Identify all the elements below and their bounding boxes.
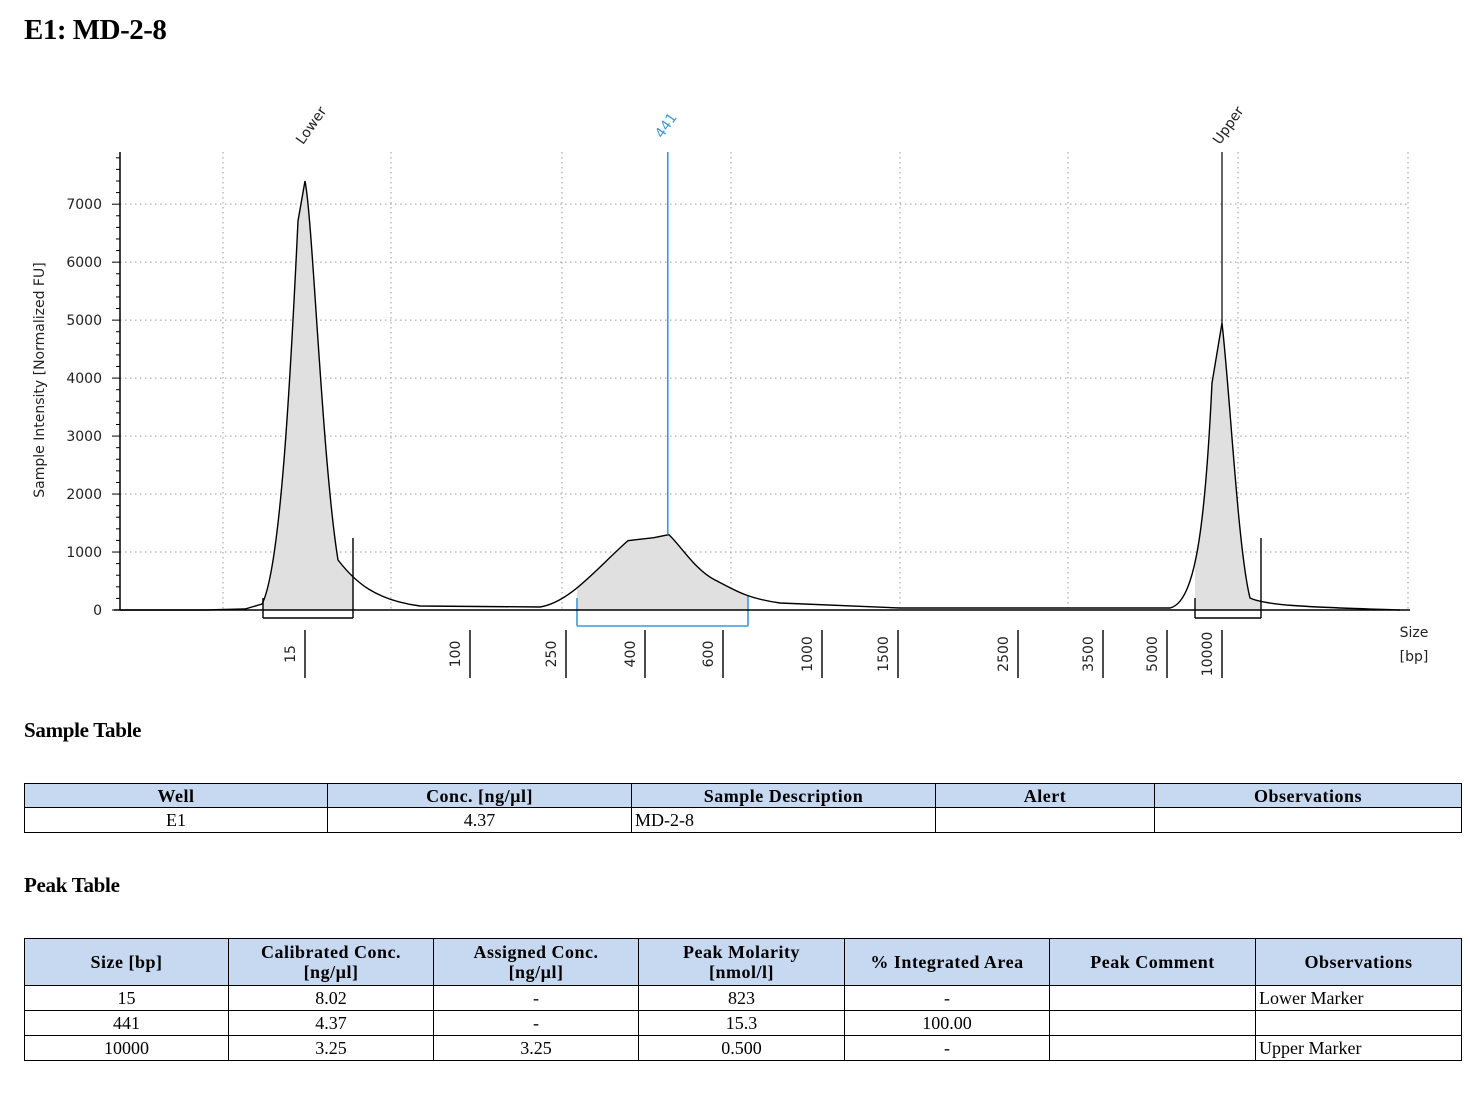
- cell-calibrated-conc: 3.25: [228, 1035, 434, 1061]
- peak-label: 441: [652, 110, 680, 141]
- cell-assigned-conc: -: [433, 985, 639, 1011]
- x-tick-label: 1000: [800, 636, 816, 672]
- cell-calibrated-conc: 4.37: [228, 1010, 434, 1036]
- cell-peak-molarity: 15.3: [638, 1010, 845, 1036]
- cell-size: 441: [24, 1010, 229, 1036]
- x-tick-label: 100: [448, 641, 464, 668]
- peak-label: Lower: [293, 104, 330, 148]
- cell-well: E1: [24, 807, 328, 833]
- electropherogram-chart: 0 1000 2000 3000 4000 5000 6000 7000 Sample Inte…: [32, 104, 1428, 678]
- cell-observations: [1255, 1010, 1462, 1036]
- x-tick-label: 400: [623, 641, 639, 668]
- table-row: 10000 3.25 3.25 0.500 - Upper Marker: [24, 1035, 1462, 1061]
- cell-integrated-area: 100.00: [844, 1010, 1050, 1036]
- peak-areas: [262, 180, 1262, 627]
- x-tick-label: 2500: [996, 636, 1012, 672]
- x-tick-label: 10000: [1200, 632, 1216, 677]
- header-alert: Alert: [935, 783, 1155, 808]
- table-row: 441 4.37 - 15.3 100.00: [24, 1010, 1462, 1036]
- y-tick-label: 4000: [66, 371, 102, 387]
- peak-table-header-row: Size [bp] Calibrated Conc. [ng/µl] Assig…: [24, 938, 1462, 986]
- x-tick-label: 15: [283, 645, 299, 663]
- y-tick-label: 3000: [66, 429, 102, 445]
- x-tick-label: 1500: [876, 636, 892, 672]
- header-observations: Observations: [1154, 783, 1462, 808]
- y-tick-label: 5000: [66, 313, 102, 329]
- cell-sample-description: MD-2-8: [631, 807, 936, 833]
- peak-table: Size [bp] Calibrated Conc. [ng/µl] Assig…: [24, 938, 1462, 1061]
- y-tick-label: 2000: [66, 487, 102, 503]
- cell-size: 10000: [24, 1035, 229, 1061]
- cell-alert: [935, 807, 1155, 833]
- header-peak-comment: Peak Comment: [1049, 938, 1256, 986]
- sample-peak-area: [577, 534, 748, 610]
- table-row: 15 8.02 - 823 - Lower Marker: [24, 985, 1462, 1011]
- header-observations: Observations: [1255, 938, 1462, 986]
- cell-peak-comment: [1049, 1010, 1256, 1036]
- chart-grid: [120, 152, 1410, 610]
- cell-observations: [1154, 807, 1462, 833]
- x-tick-label: 5000: [1145, 636, 1161, 672]
- sample-table-header-row: Well Conc. [ng/µl] Sample Description Al…: [24, 783, 1462, 808]
- cell-peak-molarity: 0.500: [638, 1035, 845, 1061]
- header-conc: Conc. [ng/µl]: [327, 783, 632, 808]
- y-tick-label: 6000: [66, 255, 102, 271]
- table-row: E1 4.37 MD-2-8: [24, 807, 1462, 833]
- cell-assigned-conc: -: [433, 1010, 639, 1036]
- sample-table: Well Conc. [ng/µl] Sample Description Al…: [24, 783, 1462, 833]
- y-tick-label: 0: [93, 603, 102, 619]
- header-sample-description: Sample Description: [631, 783, 936, 808]
- y-axis-label: Sample Intensity [Normalized FU]: [32, 262, 48, 497]
- header-assigned-conc: Assigned Conc. [ng/µl]: [433, 938, 639, 986]
- x-axis-label: [bp]: [1400, 649, 1429, 665]
- header-well: Well: [24, 783, 328, 808]
- cell-observations: Upper Marker: [1255, 1035, 1462, 1061]
- cell-calibrated-conc: 8.02: [228, 985, 434, 1011]
- peak-table-title: Peak Table: [24, 873, 120, 897]
- x-tick-label: 250: [544, 641, 560, 668]
- x-axis-label: Size: [1400, 625, 1429, 641]
- cell-conc: 4.37: [327, 807, 632, 833]
- header-calibrated-conc: Calibrated Conc. [ng/µl]: [228, 938, 434, 986]
- trace-line: [120, 180, 1401, 611]
- header-peak-molarity: Peak Molarity [nmol/l]: [638, 938, 845, 986]
- chart-labels: Lower 441 Upper: [293, 104, 1247, 148]
- y-tick-label: 7000: [66, 197, 102, 213]
- cell-assigned-conc: 3.25: [433, 1035, 639, 1061]
- header-integrated-area: % Integrated Area: [844, 938, 1050, 986]
- cell-peak-comment: [1049, 1035, 1256, 1061]
- x-tick-label: 600: [701, 641, 717, 668]
- cell-integrated-area: -: [844, 1035, 1050, 1061]
- header-size: Size [bp]: [24, 938, 229, 986]
- x-tick-label: 3500: [1081, 636, 1097, 672]
- page-title: E1: MD-2-8: [24, 14, 167, 46]
- cell-peak-comment: [1049, 985, 1256, 1011]
- axes: 0 1000 2000 3000 4000 5000 6000 7000 Sample Inte…: [32, 152, 1428, 678]
- cell-integrated-area: -: [844, 985, 1050, 1011]
- peak-label: Upper: [1210, 104, 1248, 148]
- sample-table-title: Sample Table: [24, 718, 142, 742]
- cell-peak-molarity: 823: [638, 985, 845, 1011]
- cell-size: 15: [24, 985, 229, 1011]
- cell-observations: Lower Marker: [1255, 985, 1462, 1011]
- y-tick-label: 1000: [66, 545, 102, 561]
- trace: [120, 152, 1401, 611]
